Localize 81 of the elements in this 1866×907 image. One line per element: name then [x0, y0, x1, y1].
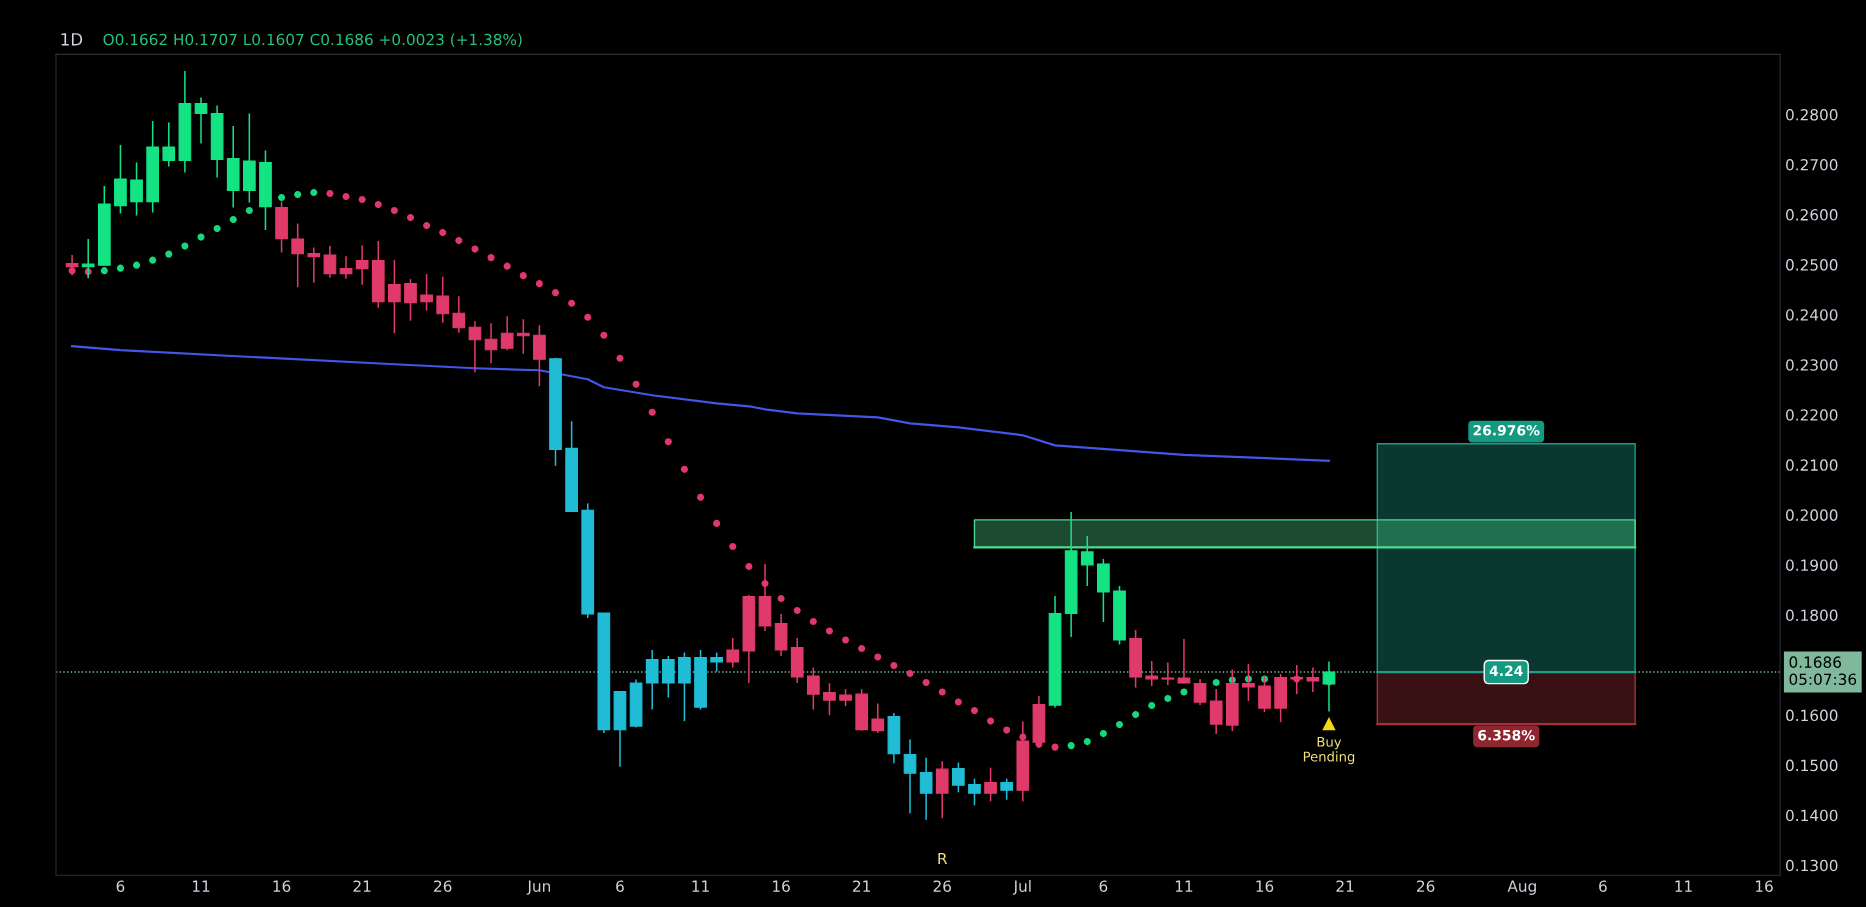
candlestick [1209, 688, 1223, 735]
x-tick-label: 11 [692, 880, 709, 892]
x-tick-label: 21 [353, 880, 371, 892]
candlestick [1306, 666, 1320, 693]
y-tick-label: 0.1800 [1786, 609, 1838, 622]
candlestick [452, 295, 466, 334]
x-tick-label: 16 [773, 880, 790, 892]
x-tick-label: 16 [1756, 880, 1773, 892]
candlestick [194, 96, 208, 145]
y-tick-label: 0.1300 [1786, 859, 1838, 872]
chart-subtitle: O0.1662 H0.1707 L0.1607 C0.1686 +0.0023 (+1.38%) [103, 33, 522, 48]
ref-line-label: 0.1686 05:07:36 [1789, 656, 1857, 686]
candlestick [871, 702, 885, 734]
candlestick [130, 161, 143, 217]
line-series [70, 345, 1331, 462]
x-tick-label: 26 [933, 880, 951, 892]
candlestick [919, 756, 933, 821]
candlestick [1193, 678, 1207, 706]
x-tick-label: 6 [1099, 880, 1108, 892]
y-tick-label: 0.1600 [1786, 709, 1838, 722]
y-tick-label: 0.2000 [1786, 509, 1838, 521]
y-tick-label: 0.1400 [1786, 809, 1838, 822]
candlestick [1161, 661, 1175, 686]
annotation: 6.358% [1478, 729, 1535, 741]
x-tick-label: 11 [1675, 880, 1692, 892]
annotation: 26.976% [1473, 425, 1540, 436]
y-tick-label: 0.1900 [1786, 559, 1838, 571]
candlestick [968, 777, 981, 806]
candlestick [806, 666, 820, 711]
candlestick [984, 766, 997, 802]
candlestick [291, 222, 305, 288]
y-tick-label: 0.2800 [1786, 108, 1838, 121]
candlestick [1000, 777, 1014, 801]
candlestick [1145, 660, 1159, 687]
chart-title: 1D [61, 33, 83, 46]
y-tick-label: 0.2300 [1786, 359, 1838, 371]
candlestick [339, 255, 353, 280]
candlestick [710, 651, 724, 673]
x-tick-label: 26 [1417, 880, 1435, 892]
candlestick [500, 315, 514, 351]
candlestick [1080, 535, 1094, 587]
x-tick-label: 6 [116, 880, 125, 892]
x-tick-label: 6 [616, 880, 624, 892]
y-tick-label: 0.2400 [1786, 309, 1838, 321]
x-tick-label: 11 [1175, 880, 1193, 892]
x-tick-label: 16 [273, 880, 291, 892]
x-tick-label: 16 [1256, 880, 1274, 892]
candlestick [404, 278, 417, 322]
x-tick-label: 21 [853, 880, 870, 892]
candlestick [1177, 638, 1191, 685]
y-tick-label: 0.1500 [1786, 759, 1838, 772]
x-tick-label: Jul [1012, 880, 1031, 895]
y-tick-label: 0.2500 [1786, 259, 1838, 271]
candlestick [645, 649, 659, 711]
x-tick-label: 26 [434, 880, 452, 892]
candlestick [661, 655, 675, 699]
y-tick-label: 0.2700 [1786, 159, 1838, 171]
candlestick [355, 244, 369, 286]
x-tick-label: 21 [1336, 880, 1354, 892]
candlestick [307, 246, 321, 284]
candlestick [952, 761, 965, 793]
y-tick-label: 0.2600 [1786, 209, 1838, 221]
y-tick-label: 0.2200 [1786, 409, 1838, 421]
x-tick-label: Aug [1507, 880, 1536, 895]
candlestick [323, 245, 337, 279]
candlestick [388, 259, 401, 334]
candlestick [162, 121, 176, 168]
x-tick-label: Jun [526, 880, 551, 895]
candlestick [436, 275, 450, 324]
annotation: 4.24 [1489, 665, 1523, 676]
candlestick [420, 273, 433, 312]
candlestick [468, 320, 482, 374]
candlestick [823, 682, 836, 716]
candlestick [903, 738, 917, 814]
annotation: R [938, 852, 948, 865]
x-tick-label: 11 [192, 880, 210, 892]
candlestick [726, 637, 740, 669]
annotation: Buy Pending [1303, 736, 1355, 765]
x-tick-label: 6 [1599, 880, 1607, 892]
y-tick-label: 0.2100 [1786, 459, 1838, 471]
candlestick [484, 322, 498, 364]
